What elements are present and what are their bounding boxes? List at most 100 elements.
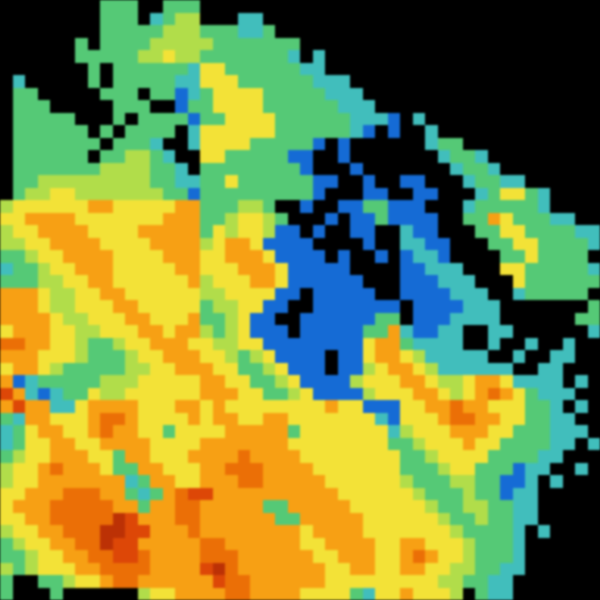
radar-cell <box>62 150 75 163</box>
radar-cell <box>337 487 350 500</box>
radar-cell <box>250 487 263 500</box>
radar-cell <box>412 400 425 413</box>
radar-cell <box>425 550 438 563</box>
radar-cell <box>387 375 400 388</box>
radar-cell <box>550 162 563 175</box>
radar-cell <box>562 237 575 250</box>
radar-cell <box>575 400 588 413</box>
radar-cell <box>125 162 138 175</box>
radar-cell <box>512 25 525 38</box>
radar-cell <box>87 62 100 75</box>
radar-cell <box>500 537 513 550</box>
radar-cell <box>225 75 238 88</box>
radar-cell <box>162 587 175 600</box>
radar-cell <box>512 325 525 338</box>
radar-cell <box>12 37 25 50</box>
radar-cell <box>575 50 588 63</box>
radar-cell <box>412 225 425 238</box>
radar-cell <box>150 500 163 513</box>
radar-cell <box>137 187 150 200</box>
radar-cell <box>62 87 75 100</box>
radar-cell <box>50 300 63 313</box>
radar-cell <box>62 412 75 425</box>
radar-cell <box>325 337 338 350</box>
radar-cell <box>125 412 138 425</box>
radar-cell <box>25 137 38 150</box>
radar-cell <box>0 200 13 213</box>
radar-cell <box>250 437 263 450</box>
radar-cell <box>262 387 275 400</box>
radar-cell <box>325 50 338 63</box>
radar-cell <box>37 62 50 75</box>
radar-cell <box>125 487 138 500</box>
radar-cell <box>512 575 525 588</box>
radar-cell <box>425 62 438 75</box>
radar-cell <box>375 387 388 400</box>
radar-cell <box>462 12 475 25</box>
radar-cell <box>75 237 88 250</box>
radar-cell <box>575 225 588 238</box>
radar-cell <box>112 25 125 38</box>
radar-cell <box>350 550 363 563</box>
radar-cell <box>437 200 450 213</box>
radar-cell <box>150 125 163 138</box>
radar-cell <box>550 312 563 325</box>
radar-cell <box>475 275 488 288</box>
radar-cell <box>512 237 525 250</box>
radar-cell <box>437 462 450 475</box>
radar-cell <box>562 50 575 63</box>
radar-cell <box>362 137 375 150</box>
radar-cell <box>362 412 375 425</box>
radar-cell <box>312 400 325 413</box>
radar-cell <box>25 500 38 513</box>
radar-cell <box>525 162 538 175</box>
radar-cell <box>550 150 563 163</box>
radar-cell <box>325 425 338 438</box>
radar-cell <box>187 200 200 213</box>
radar-cell <box>437 187 450 200</box>
radar-cell <box>537 525 550 538</box>
radar-cell <box>112 125 125 138</box>
radar-cell <box>187 350 200 363</box>
radar-cell <box>75 387 88 400</box>
radar-cell <box>262 562 275 575</box>
radar-cell <box>125 200 138 213</box>
radar-cell <box>0 262 13 275</box>
radar-cell <box>50 500 63 513</box>
radar-cell <box>337 162 350 175</box>
radar-cell <box>62 275 75 288</box>
radar-cell <box>187 12 200 25</box>
radar-cell <box>462 575 475 588</box>
radar-cell <box>425 462 438 475</box>
radar-cell <box>75 0 88 13</box>
radar-cell <box>187 500 200 513</box>
radar-cell <box>475 300 488 313</box>
radar-cell <box>325 550 338 563</box>
radar-cell <box>500 450 513 463</box>
radar-cell <box>150 200 163 213</box>
radar-cell <box>250 175 263 188</box>
radar-cell <box>225 437 238 450</box>
radar-cell <box>0 137 13 150</box>
radar-cell <box>187 562 200 575</box>
radar-cell <box>287 150 300 163</box>
radar-cell <box>287 425 300 438</box>
radar-cell <box>537 587 550 600</box>
radar-cell <box>200 487 213 500</box>
radar-cell <box>87 225 100 238</box>
radar-cell <box>450 475 463 488</box>
radar-cell <box>37 287 50 300</box>
radar-cell <box>337 300 350 313</box>
radar-cell <box>525 350 538 363</box>
radar-cell <box>300 537 313 550</box>
radar-cell <box>325 375 338 388</box>
radar-cell <box>400 437 413 450</box>
radar-cell <box>312 37 325 50</box>
radar-cell <box>125 287 138 300</box>
radar-cell <box>100 500 113 513</box>
radar-cell <box>137 225 150 238</box>
radar-cell <box>100 425 113 438</box>
radar-cell <box>87 212 100 225</box>
radar-cell <box>525 362 538 375</box>
radar-cell <box>325 200 338 213</box>
